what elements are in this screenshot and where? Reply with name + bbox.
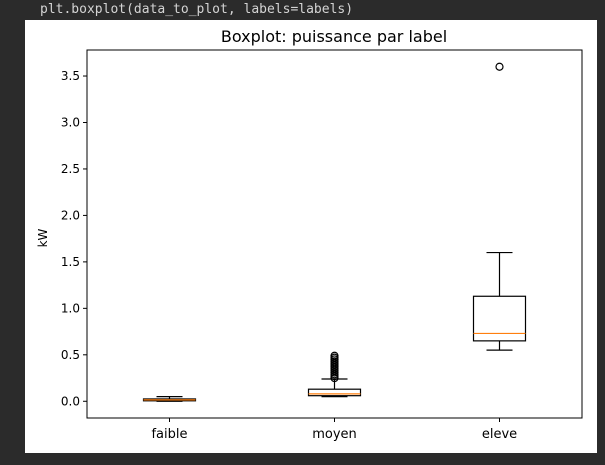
box-moyen — [307, 351, 362, 398]
y-axis-ticks: 0.0 0.5 1.0 1.5 2.0 2.5 3.0 3.5 — [61, 69, 87, 408]
boxes-group — [142, 62, 527, 402]
boxplot-chart: Boxplot: puissance par label kW 0.0 0.5 1.… — [36, 27, 583, 442]
outlier-point — [330, 351, 339, 360]
figure-canvas: Boxplot: puissance par label kW 0.0 0.5 1.… — [25, 20, 597, 453]
y-tick-label: 3.5 — [61, 69, 80, 83]
y-tick-label: 0.5 — [61, 348, 80, 362]
y-axis-label: kW — [36, 228, 50, 247]
x-axis-ticks: faible moyen eleve — [151, 418, 517, 442]
x-tick-label: moyen — [312, 427, 357, 442]
y-tick-label: 0.0 — [61, 394, 80, 408]
outlier-point — [495, 62, 504, 71]
iqr-box — [472, 295, 527, 342]
y-tick-label: 1.5 — [61, 255, 80, 269]
y-tick-label: 2.5 — [61, 162, 80, 176]
iqr-box — [307, 388, 362, 397]
chart-title: Boxplot: puissance par label — [221, 27, 447, 46]
y-tick-label: 1.0 — [61, 301, 80, 315]
box-eleve — [472, 62, 527, 351]
x-tick-label: eleve — [482, 427, 517, 442]
y-tick-label: 3.0 — [61, 115, 80, 129]
code-line: plt.boxplot(data_to_plot, labels=labels) — [40, 2, 354, 17]
x-tick-label: faible — [151, 427, 187, 442]
y-tick-label: 2.0 — [61, 208, 80, 222]
box-faible — [142, 396, 197, 402]
